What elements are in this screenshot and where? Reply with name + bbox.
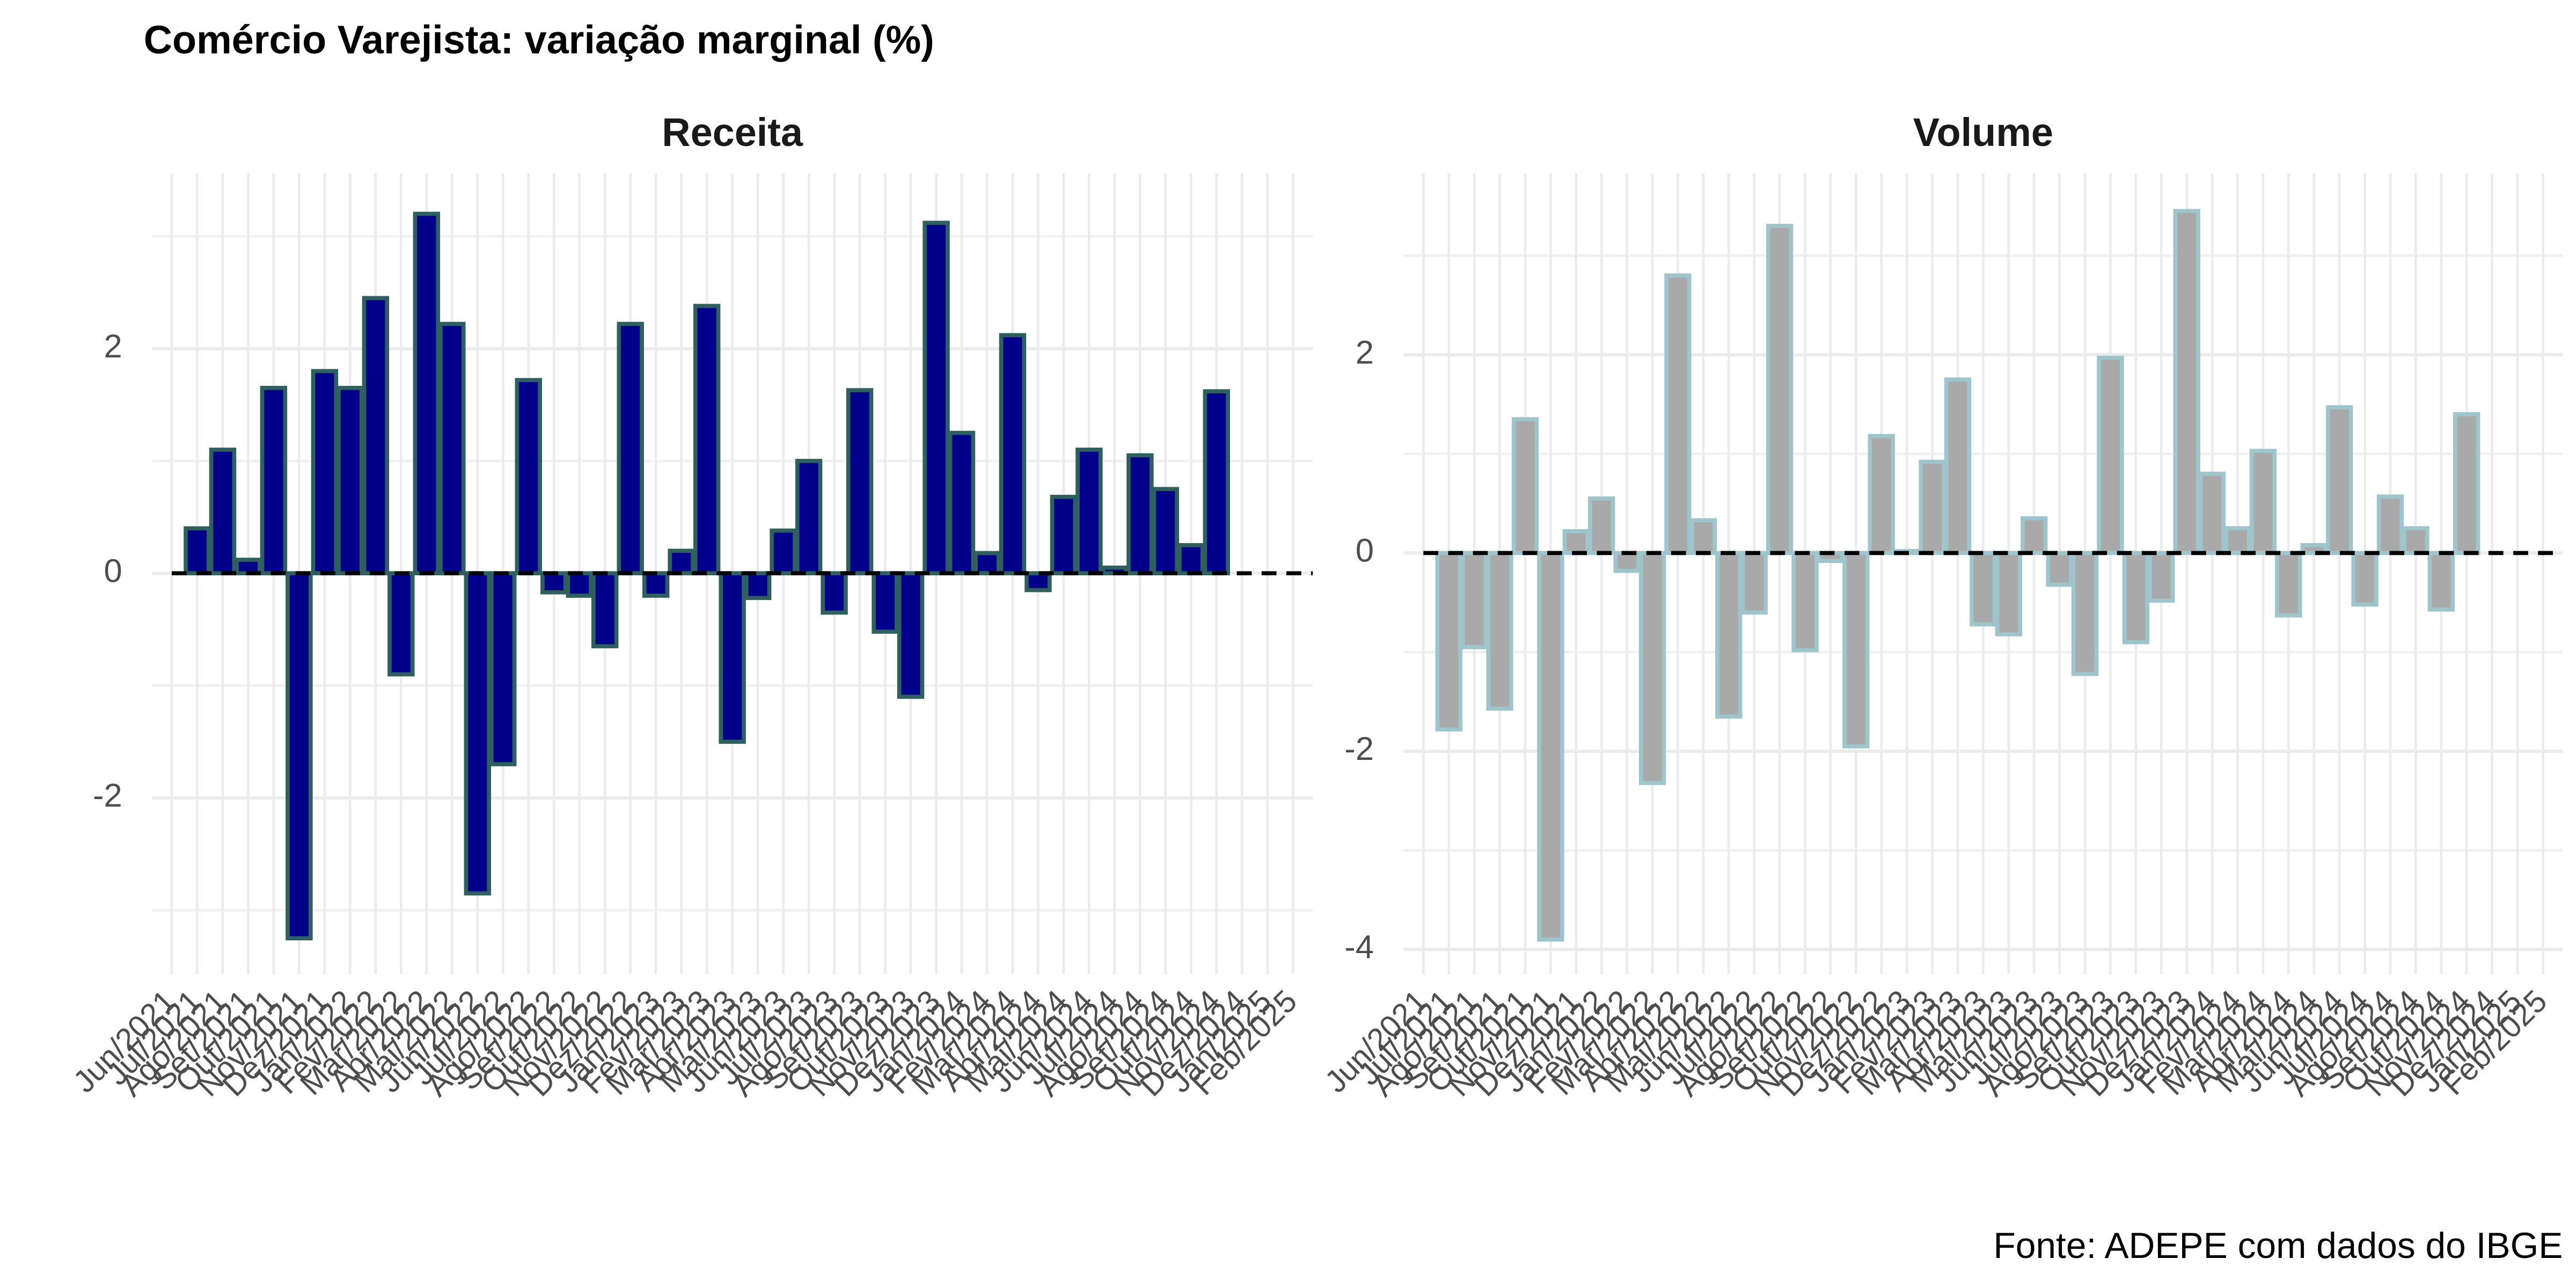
bar [1562, 529, 1590, 555]
bar [515, 378, 542, 576]
bar [1024, 571, 1052, 592]
bar [2173, 209, 2200, 555]
chart-title: Comércio Varejista: variação marginal (%… [144, 18, 934, 62]
bar [311, 369, 339, 576]
bar [2453, 412, 2480, 555]
bar [999, 333, 1027, 576]
bar [770, 528, 797, 576]
panel-title: Receita [662, 110, 803, 155]
y-tick-label: -2 [1344, 730, 1374, 767]
bar [1664, 273, 1692, 555]
y-tick-label: -4 [1344, 928, 1374, 965]
bar [795, 459, 823, 576]
bar [2224, 526, 2251, 555]
bar [438, 321, 466, 576]
bar [1689, 518, 1717, 555]
bar [2376, 494, 2404, 555]
bar [846, 388, 874, 576]
bar [336, 385, 364, 576]
bar [2427, 551, 2455, 612]
bar [1177, 543, 1205, 576]
bar [1638, 551, 1666, 785]
bar [209, 448, 237, 576]
y-tick-label: 0 [1356, 532, 1374, 569]
bar [260, 385, 288, 576]
bar [1075, 448, 1103, 576]
bar [2275, 551, 2302, 618]
bar [1766, 224, 1794, 555]
bar [1486, 551, 1513, 711]
bar [2046, 551, 2073, 587]
bar [1791, 551, 1819, 653]
bar [719, 571, 746, 744]
bar [923, 221, 950, 576]
bar [362, 296, 390, 576]
bar [489, 571, 517, 766]
bar [1919, 459, 1946, 555]
bar [184, 526, 211, 576]
bar [1842, 551, 1870, 749]
bar [974, 551, 1001, 576]
bar [413, 211, 441, 576]
bar [2021, 516, 2048, 555]
bar [1203, 389, 1230, 576]
bar [2249, 449, 2277, 555]
bar [1537, 551, 1564, 942]
bar [1460, 551, 1488, 649]
bar [1152, 487, 1180, 576]
bar [872, 571, 899, 634]
bar [1970, 551, 1997, 627]
bar [2351, 551, 2379, 607]
bar [2148, 551, 2175, 603]
bar [2122, 551, 2150, 645]
bar [1740, 551, 1768, 615]
bar [1511, 417, 1539, 555]
bar [2325, 405, 2353, 555]
bar [1995, 551, 2022, 636]
bar [1126, 453, 1154, 576]
y-tick-label: -2 [93, 777, 122, 814]
bar [2198, 471, 2226, 555]
bar [464, 571, 492, 896]
bar [693, 304, 721, 576]
y-tick-label: 2 [1356, 334, 1374, 371]
bar [2071, 551, 2099, 676]
bar [2097, 355, 2124, 555]
bar [286, 571, 313, 941]
bar [566, 571, 593, 598]
bar [1435, 551, 1462, 732]
bar [1613, 551, 1641, 573]
bar [897, 571, 925, 699]
bar [821, 571, 848, 615]
bar [948, 430, 976, 576]
bar [1868, 434, 1895, 555]
bar [1715, 551, 1743, 719]
bar [744, 571, 772, 601]
bar [2402, 526, 2429, 555]
y-tick-label: 0 [104, 552, 122, 589]
bar [642, 571, 670, 598]
bar [1588, 496, 1615, 555]
bar [540, 571, 568, 595]
bar [668, 548, 695, 576]
y-tick-label: 2 [104, 328, 122, 365]
bar [1944, 377, 1972, 555]
bar [591, 571, 619, 649]
caption: Fonte: ADEPE com dados do IBGE [1993, 1226, 2563, 1266]
bar [617, 321, 644, 576]
bar [1050, 495, 1078, 576]
panel-title: Volume [1913, 110, 2053, 155]
bar [387, 571, 415, 677]
